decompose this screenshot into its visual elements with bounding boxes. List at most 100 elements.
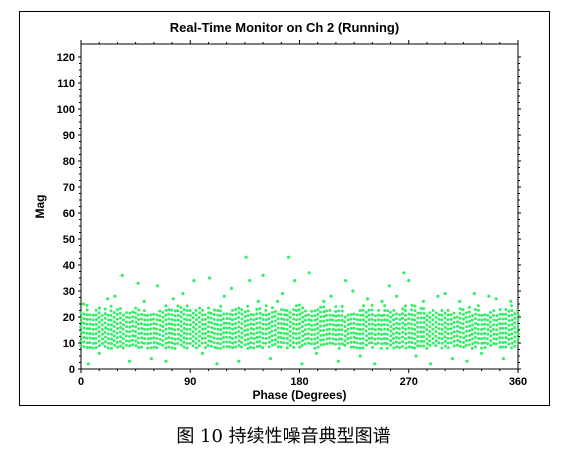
data-point — [124, 334, 128, 338]
data-point — [309, 342, 313, 346]
data-point — [443, 335, 447, 339]
data-point — [507, 337, 511, 341]
outlier-point — [237, 359, 241, 363]
outlier-point — [450, 357, 455, 361]
data-point — [367, 308, 371, 312]
data-point — [443, 321, 447, 325]
data-point — [449, 322, 453, 326]
data-point — [109, 318, 113, 322]
data-point — [206, 315, 210, 319]
data-point — [191, 339, 195, 343]
data-points — [79, 255, 520, 366]
data-point — [237, 330, 241, 334]
data-point — [337, 332, 341, 336]
data-point — [477, 336, 481, 340]
data-point — [389, 329, 393, 333]
data-point — [343, 315, 347, 319]
data-point — [131, 343, 135, 347]
data-point — [185, 332, 189, 336]
y-tick-label: 50 — [63, 234, 75, 246]
data-point — [358, 346, 362, 350]
data-point — [170, 327, 174, 331]
data-point — [307, 318, 311, 322]
data-point — [367, 318, 371, 322]
data-point — [313, 328, 317, 332]
outlier-point — [472, 292, 476, 296]
data-point — [318, 319, 322, 323]
data-point — [319, 305, 323, 309]
data-point — [183, 317, 187, 321]
data-point — [258, 325, 262, 329]
data-point — [264, 313, 268, 317]
data-point — [143, 332, 147, 336]
data-point — [298, 322, 302, 326]
data-point — [507, 323, 511, 327]
data-point — [473, 331, 477, 335]
data-point — [140, 317, 144, 321]
data-point — [222, 340, 226, 344]
outlier-point — [222, 294, 226, 298]
data-point — [297, 341, 301, 345]
data-point — [173, 337, 177, 341]
data-point — [403, 313, 407, 317]
data-point — [337, 346, 341, 350]
data-point — [115, 340, 119, 344]
data-point — [303, 332, 307, 336]
data-point — [201, 327, 205, 331]
data-point — [391, 332, 395, 336]
data-point — [115, 331, 119, 335]
data-point — [476, 327, 480, 331]
data-point — [468, 338, 472, 342]
data-point — [85, 303, 89, 307]
data-point — [182, 308, 186, 312]
data-point — [270, 343, 274, 347]
data-point — [352, 345, 356, 349]
data-point — [116, 326, 120, 330]
data-point — [113, 343, 117, 347]
data-point — [470, 346, 474, 350]
data-point — [365, 315, 369, 319]
data-point — [225, 312, 229, 316]
data-point — [362, 304, 366, 308]
data-point — [394, 340, 398, 344]
outlier-point — [421, 299, 425, 303]
data-point — [379, 337, 383, 341]
data-point — [267, 312, 271, 316]
data-point — [122, 323, 126, 327]
data-point — [397, 332, 401, 336]
data-point — [107, 341, 111, 345]
data-point — [249, 317, 253, 321]
data-point — [164, 313, 168, 317]
data-point — [425, 337, 429, 341]
data-point — [504, 340, 508, 344]
data-point — [106, 346, 110, 350]
data-point — [79, 344, 83, 348]
data-point — [258, 335, 262, 339]
data-point — [419, 339, 423, 343]
data-point — [270, 338, 274, 342]
data-point — [85, 322, 89, 326]
data-point — [477, 318, 481, 322]
data-point — [121, 341, 125, 345]
data-point — [213, 345, 217, 349]
data-point — [258, 321, 262, 325]
data-point — [194, 308, 198, 312]
outlier-point — [164, 359, 168, 363]
data-point — [194, 322, 198, 326]
data-point — [125, 343, 129, 347]
data-point — [276, 340, 280, 344]
y-tick-label: 120 — [57, 52, 75, 64]
data-point — [215, 346, 219, 350]
y-tick-label: 60 — [63, 208, 75, 220]
data-point — [91, 323, 95, 327]
data-point — [334, 314, 338, 318]
data-point — [270, 324, 274, 328]
data-point — [246, 323, 250, 327]
data-point — [349, 336, 353, 340]
data-point — [471, 337, 475, 341]
data-point — [149, 332, 153, 336]
data-point — [207, 320, 211, 324]
data-point — [158, 337, 162, 341]
data-point — [145, 332, 149, 336]
data-point — [240, 312, 244, 316]
